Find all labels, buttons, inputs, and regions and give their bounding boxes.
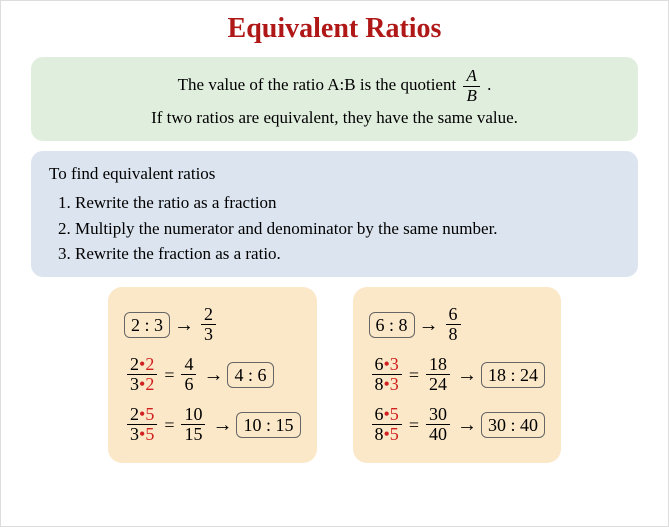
arrow-icon: →: [203, 365, 223, 385]
frac-num: 2•2: [127, 355, 157, 376]
def-line1-post: .: [487, 75, 491, 94]
def-line1-pre: The value of the ratio A:B is the quotie…: [178, 75, 461, 94]
fraction: 2•53•5: [127, 405, 157, 446]
multiplier-dot: •2: [139, 374, 154, 394]
definition-line2: If two ratios are equivalent, they have …: [49, 105, 620, 131]
equals: =: [409, 366, 419, 384]
arrow-icon: →: [419, 315, 439, 335]
frac-den: 8•5: [372, 425, 402, 445]
frac-num: 4: [181, 355, 196, 376]
frac-den: 8: [446, 325, 461, 345]
equals: =: [164, 416, 174, 434]
step-item: Multiply the numerator and denominator b…: [75, 216, 620, 242]
multiplier-dot: •5: [139, 404, 154, 424]
example-row: 2•53•5 = 1015 →10 : 15: [124, 403, 300, 447]
def-frac-den: B: [463, 87, 479, 106]
frac-den: 8•3: [372, 375, 402, 395]
step-item: Rewrite the ratio as a fraction: [75, 190, 620, 216]
start-ratio: 6 : 8: [369, 312, 415, 338]
result-ratio: 18 : 24: [481, 362, 545, 388]
fraction: 1015: [181, 405, 205, 446]
frac-den: 15: [181, 425, 205, 445]
frac-den: 3•5: [127, 425, 157, 445]
steps-box: To find equivalent ratios Rewrite the ra…: [31, 151, 638, 277]
def-fraction: A B: [463, 67, 479, 105]
example-row: 6•38•3 = 1824 →18 : 24: [369, 353, 545, 397]
result-ratio: 10 : 15: [236, 412, 300, 438]
example-start-line: 6 : 8→ 68: [369, 303, 545, 347]
start-ratio: 2 : 3: [124, 312, 170, 338]
definition-line1: The value of the ratio A:B is the quotie…: [49, 67, 620, 105]
multiplier-dot: •5: [384, 404, 399, 424]
definition-box: The value of the ratio A:B is the quotie…: [31, 57, 638, 141]
frac-num: 6•3: [372, 355, 402, 376]
fraction: 1824: [426, 355, 450, 396]
frac-num: 10: [181, 405, 205, 426]
fraction: 3040: [426, 405, 450, 446]
examples-row: 2 : 3→232•23•2=46→4 : 62•53•5=1015→10 : …: [31, 287, 638, 463]
fraction: 68: [446, 305, 461, 346]
example-start-line: 2 : 3→ 23: [124, 303, 300, 347]
frac-num: 2: [201, 305, 216, 326]
frac-num: 18: [426, 355, 450, 376]
example-row: 2•23•2 = 46 →4 : 6: [124, 353, 300, 397]
result-ratio: 4 : 6: [227, 362, 273, 388]
arrow-icon: →: [212, 415, 232, 435]
multiplier-dot: •3: [384, 374, 399, 394]
arrow-icon: →: [174, 315, 194, 335]
arrow-icon: →: [457, 415, 477, 435]
fraction: 6•38•3: [372, 355, 402, 396]
frac-num: 6•5: [372, 405, 402, 426]
example-row: 6•58•5 = 3040 →30 : 40: [369, 403, 545, 447]
steps-intro: To find equivalent ratios: [49, 161, 620, 187]
page: Equivalent Ratios The value of the ratio…: [0, 0, 669, 527]
result-ratio: 30 : 40: [481, 412, 545, 438]
frac-den: 6: [181, 375, 196, 395]
example-box: 2 : 3→232•23•2=46→4 : 62•53•5=1015→10 : …: [108, 287, 316, 463]
frac-num: 6: [446, 305, 461, 326]
fraction: 46: [181, 355, 196, 396]
fraction: 23: [201, 305, 216, 346]
frac-num: 2•5: [127, 405, 157, 426]
multiplier-dot: •3: [384, 354, 399, 374]
equals: =: [409, 416, 419, 434]
equals: =: [164, 366, 174, 384]
frac-den: 3: [201, 325, 216, 345]
frac-num: 30: [426, 405, 450, 426]
frac-den: 40: [426, 425, 450, 445]
multiplier-dot: •5: [139, 424, 154, 444]
steps-list: Rewrite the ratio as a fraction Multiply…: [49, 190, 620, 267]
def-frac-num: A: [463, 67, 479, 87]
frac-den: 3•2: [127, 375, 157, 395]
example-box: 6 : 8→686•38•3=1824→18 : 246•58•5=3040→3…: [353, 287, 561, 463]
multiplier-dot: •2: [139, 354, 154, 374]
arrow-icon: →: [457, 365, 477, 385]
frac-den: 24: [426, 375, 450, 395]
fraction: 2•23•2: [127, 355, 157, 396]
page-title: Equivalent Ratios: [31, 13, 638, 45]
fraction: 6•58•5: [372, 405, 402, 446]
step-item: Rewrite the fraction as a ratio.: [75, 241, 620, 267]
multiplier-dot: •5: [384, 424, 399, 444]
